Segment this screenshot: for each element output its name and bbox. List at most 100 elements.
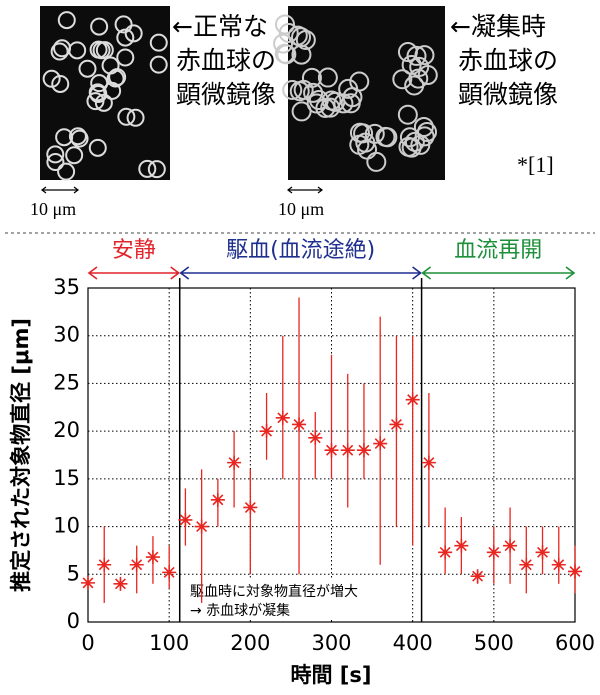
data-point xyxy=(227,455,242,470)
data-point xyxy=(145,550,160,565)
cell xyxy=(317,67,338,88)
y-tick-label: 0 xyxy=(67,609,80,633)
data-point xyxy=(389,417,404,432)
aggregated-cells xyxy=(273,14,438,172)
data-point xyxy=(324,443,339,458)
x-axis-label: 時間 [s] xyxy=(290,663,371,687)
x-tick-label: 300 xyxy=(311,631,351,655)
cell xyxy=(55,128,74,147)
cell xyxy=(138,159,157,178)
cell xyxy=(404,131,425,152)
phase-label: 駆血(血流途絶) xyxy=(226,238,375,263)
normal-cells xyxy=(42,11,168,181)
data-point xyxy=(129,557,144,572)
data-point xyxy=(113,576,128,591)
cell xyxy=(295,29,316,50)
data-point xyxy=(308,430,323,445)
cell xyxy=(92,41,111,60)
caption: ←凝集時 xyxy=(450,12,546,41)
cell xyxy=(340,93,361,114)
caption: 顕微鏡像 xyxy=(176,80,276,109)
data-point xyxy=(81,575,95,590)
citation: *[1] xyxy=(517,152,554,177)
cell xyxy=(65,146,84,165)
x-tick-label: 100 xyxy=(149,631,189,655)
caption: 顕微鏡像 xyxy=(458,80,558,109)
cell xyxy=(291,101,312,122)
y-tick-label: 5 xyxy=(67,561,80,585)
data-point xyxy=(519,557,534,572)
phase-arrow xyxy=(179,266,422,280)
scale-label: 10 μm xyxy=(278,199,324,219)
annotation: → 赤血球が凝集 xyxy=(190,602,290,619)
cell xyxy=(276,44,297,65)
cell xyxy=(325,91,346,112)
y-axis-label: 推定された対象物直径 [μm] xyxy=(9,318,33,592)
data-point xyxy=(438,545,453,560)
data-point xyxy=(568,564,582,579)
data-point xyxy=(421,455,436,470)
cell xyxy=(116,28,135,47)
annotation: 駆血時に対象物直径が増大 xyxy=(190,583,358,600)
cell xyxy=(94,93,113,112)
cell xyxy=(375,126,396,147)
data-point xyxy=(243,500,258,515)
x-tick-label: 500 xyxy=(474,631,514,655)
phase-arrow xyxy=(87,266,181,280)
cell xyxy=(51,74,70,93)
cell xyxy=(108,68,127,87)
data-point xyxy=(373,436,388,451)
data-point xyxy=(194,519,209,534)
cell xyxy=(147,160,166,179)
y-tick-label: 15 xyxy=(53,466,80,490)
cell xyxy=(278,22,299,43)
data-point xyxy=(486,545,501,560)
cell xyxy=(392,69,413,90)
cell xyxy=(114,15,133,34)
cell xyxy=(86,92,105,111)
phase-label: 安静 xyxy=(112,238,156,263)
cell xyxy=(414,45,435,66)
cell xyxy=(355,132,376,153)
cell xyxy=(149,55,168,74)
cell xyxy=(46,153,65,172)
data-point xyxy=(454,538,469,553)
cell xyxy=(68,127,87,146)
cell xyxy=(308,90,329,111)
data-point xyxy=(503,538,518,553)
x-tick-label: 600 xyxy=(555,631,595,655)
caption: 赤血球の xyxy=(458,46,558,75)
x-tick-label: 200 xyxy=(230,631,270,655)
phase-arrow xyxy=(421,266,576,280)
cell xyxy=(124,24,143,43)
cell xyxy=(401,54,422,75)
cell xyxy=(88,83,107,102)
plot-frame xyxy=(87,287,576,623)
data-point xyxy=(470,569,485,584)
cell xyxy=(291,27,312,48)
data-point xyxy=(356,443,371,458)
cell xyxy=(88,138,107,157)
cell xyxy=(46,145,65,164)
cell xyxy=(68,41,87,60)
cell xyxy=(417,121,438,142)
data-point xyxy=(259,424,274,439)
data-point xyxy=(162,565,177,580)
cell xyxy=(117,107,136,126)
cell xyxy=(57,162,76,181)
cell xyxy=(90,17,109,36)
cell xyxy=(404,75,425,96)
y-tick-label: 25 xyxy=(53,370,80,394)
caption: 赤血球の xyxy=(176,46,276,75)
data-point xyxy=(551,557,566,572)
cell xyxy=(149,33,168,52)
data-point xyxy=(292,417,307,432)
cell xyxy=(126,108,145,127)
scale-label: 10 μm xyxy=(30,199,76,219)
phase-label: 血流再開 xyxy=(454,238,542,263)
cell xyxy=(57,11,76,30)
cell xyxy=(289,81,310,102)
cell xyxy=(397,104,418,125)
